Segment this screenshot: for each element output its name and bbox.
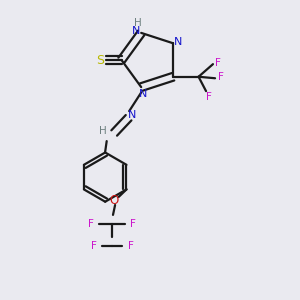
Text: F: F — [215, 58, 221, 68]
Text: N: N — [128, 110, 136, 120]
Text: F: F — [91, 242, 96, 251]
Text: N: N — [132, 26, 140, 36]
Text: N: N — [139, 89, 147, 99]
Text: H: H — [134, 18, 142, 28]
Text: S: S — [97, 53, 104, 67]
Text: F: F — [218, 72, 224, 82]
Text: F: F — [206, 92, 212, 102]
Text: F: F — [88, 219, 94, 229]
Text: H: H — [99, 126, 107, 136]
Text: O: O — [110, 194, 119, 207]
Text: F: F — [128, 242, 134, 251]
Text: N: N — [174, 37, 183, 47]
Text: F: F — [130, 219, 136, 229]
